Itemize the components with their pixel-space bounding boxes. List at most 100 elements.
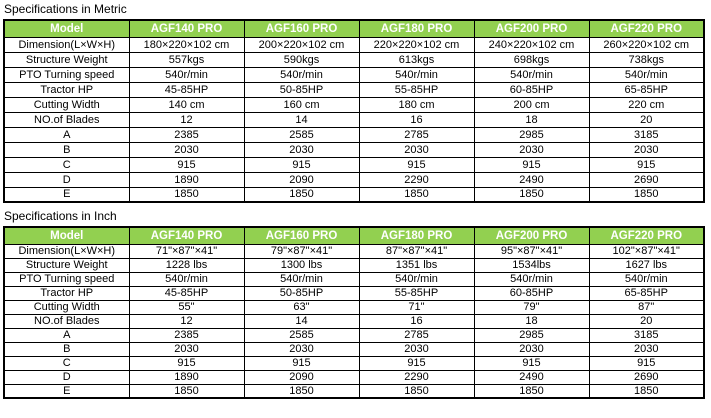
spec-row: D 1890 2090 2290 2490 2690 xyxy=(3,171,705,188)
spec-row: Cutting Width 140 cm 160 cm 180 cm 200 cm 220… xyxy=(3,96,705,113)
spec-label-cell: D xyxy=(3,369,130,385)
spec-value-cell: 2290 xyxy=(358,369,475,385)
spec-value-cell: 200 cm xyxy=(473,96,590,113)
table-header-row: Model AGF140 PRO AGF160 PRO AGF180 PRO AGF20… xyxy=(3,226,705,245)
spec-value-cell: 540r/min xyxy=(128,271,245,287)
spec-value-cell: 613kgs xyxy=(358,51,475,68)
spec-value-cell: 12 xyxy=(128,111,245,128)
spec-value-cell: 1850 xyxy=(243,383,360,399)
spec-label-cell: A xyxy=(3,126,130,143)
spec-value-cell: 16 xyxy=(358,111,475,128)
spec-value-cell: 2785 xyxy=(358,327,475,343)
spec-value-cell: 87"×87"×41" xyxy=(358,243,475,259)
metric-spec-section: Specifications in Metric Model AGF140 PRO… xyxy=(3,1,708,203)
spec-value-cell: 1850 xyxy=(358,186,475,203)
spec-value-cell: 65-85HP xyxy=(588,285,705,301)
spec-value-cell: 102"×87"×41" xyxy=(588,243,705,259)
spec-value-cell: 1850 xyxy=(588,383,705,399)
spec-row: C 915 915 915 915 915 xyxy=(3,355,705,371)
spec-value-cell: 60-85HP xyxy=(473,285,590,301)
spec-row: PTO Turning speed 540r/min 540r/min 540r/mi… xyxy=(3,66,705,83)
spec-row: A 2385 2585 2785 2985 3185 xyxy=(3,126,705,143)
spec-value-cell: 200×220×102 cm xyxy=(243,36,360,53)
spec-label-cell: A xyxy=(3,327,130,343)
spec-value-cell: 2030 xyxy=(243,141,360,158)
spec-value-cell: 55-85HP xyxy=(358,285,475,301)
spec-value-cell: 2290 xyxy=(358,171,475,188)
spec-row: A 2385 2585 2785 2985 3185 xyxy=(3,327,705,343)
model-name-header-cell: AGF180 PRO xyxy=(358,226,475,245)
spec-row: Cutting Width 55" 63" 71" 79" 87" xyxy=(3,299,705,315)
spec-value-cell: 50-85HP xyxy=(243,285,360,301)
spec-value-cell: 1850 xyxy=(473,186,590,203)
spec-value-cell: 2090 xyxy=(243,171,360,188)
spec-label-cell: E xyxy=(3,186,130,203)
spec-value-cell: 2785 xyxy=(358,126,475,143)
spec-value-cell: 540r/min xyxy=(473,66,590,83)
spec-value-cell: 1850 xyxy=(128,383,245,399)
spec-label-cell: Dimension(L×W×H) xyxy=(3,243,130,259)
spec-value-cell: 87" xyxy=(588,299,705,315)
spec-value-cell: 915 xyxy=(473,156,590,173)
model-name-header-cell: AGF140 PRO xyxy=(128,226,245,245)
spec-value-cell: 45-85HP xyxy=(128,81,245,98)
spec-value-cell: 1300 lbs xyxy=(243,257,360,273)
spec-value-cell: 915 xyxy=(358,355,475,371)
spec-value-cell: 1890 xyxy=(128,369,245,385)
metric-spec-table: Model AGF140 PRO AGF160 PRO AGF180 PRO AGF20… xyxy=(3,19,705,203)
spec-value-cell: 180×220×102 cm xyxy=(128,36,245,53)
spec-value-cell: 71"×87"×41" xyxy=(128,243,245,259)
spec-value-cell: 2490 xyxy=(473,369,590,385)
spec-value-cell: 3185 xyxy=(588,126,705,143)
spec-row: Dimension(L×W×H) 71"×87"×41" 79"×87"×41" 87… xyxy=(3,243,705,259)
spec-value-cell: 2385 xyxy=(128,327,245,343)
inch-spec-section: Specifications in Inch Model AGF140 PRO AG… xyxy=(3,208,708,399)
spec-label-cell: B xyxy=(3,341,130,357)
spec-value-cell: 14 xyxy=(243,313,360,329)
spec-value-cell: 2030 xyxy=(473,141,590,158)
spec-label-cell: Dimension(L×W×H) xyxy=(3,36,130,53)
model-name-header-cell: AGF200 PRO xyxy=(473,19,590,38)
spec-value-cell: 2585 xyxy=(243,126,360,143)
spec-value-cell: 18 xyxy=(473,313,590,329)
spec-value-cell: 1850 xyxy=(243,186,360,203)
spec-label-cell: Cutting Width xyxy=(3,299,130,315)
spec-value-cell: 1627 lbs xyxy=(588,257,705,273)
spec-value-cell: 2030 xyxy=(588,341,705,357)
spec-value-cell: 2030 xyxy=(588,141,705,158)
spec-value-cell: 540r/min xyxy=(358,66,475,83)
spec-value-cell: 2385 xyxy=(128,126,245,143)
spec-value-cell: 60-85HP xyxy=(473,81,590,98)
spec-label-cell: Tractor HP xyxy=(3,285,130,301)
spec-value-cell: 20 xyxy=(588,313,705,329)
spec-value-cell: 79" xyxy=(473,299,590,315)
spec-value-cell: 2030 xyxy=(358,341,475,357)
spec-row: PTO Turning speed 540r/min 540r/min 540r/mi… xyxy=(3,271,705,287)
model-name-header-cell: AGF220 PRO xyxy=(588,19,705,38)
spec-value-cell: 1890 xyxy=(128,171,245,188)
spec-row: E 1850 1850 1850 1850 1850 xyxy=(3,186,705,203)
model-name-header-cell: AGF180 PRO xyxy=(358,19,475,38)
spec-row: Tractor HP 45-85HP 50-85HP 55-85HP 60-85HP 65… xyxy=(3,285,705,301)
spec-label-cell: D xyxy=(3,171,130,188)
spec-value-cell: 540r/min xyxy=(588,66,705,83)
spec-value-cell: 2985 xyxy=(473,327,590,343)
spec-value-cell: 540r/min xyxy=(243,271,360,287)
spec-row: E 1850 1850 1850 1850 1850 xyxy=(3,383,705,399)
spec-label-cell: B xyxy=(3,141,130,158)
spec-label-cell: Cutting Width xyxy=(3,96,130,113)
spec-value-cell: 1850 xyxy=(588,186,705,203)
spec-value-cell: 14 xyxy=(243,111,360,128)
spec-label-cell: PTO Turning speed xyxy=(3,66,130,83)
spec-label-cell: Structure Weight xyxy=(3,257,130,273)
spec-value-cell: 2030 xyxy=(128,341,245,357)
spec-value-cell: 16 xyxy=(358,313,475,329)
spec-value-cell: 915 xyxy=(588,156,705,173)
spec-value-cell: 2090 xyxy=(243,369,360,385)
spec-value-cell: 2690 xyxy=(588,369,705,385)
spec-value-cell: 71" xyxy=(358,299,475,315)
spec-value-cell: 45-85HP xyxy=(128,285,245,301)
spec-value-cell: 557kgs xyxy=(128,51,245,68)
spec-value-cell: 55" xyxy=(128,299,245,315)
spec-value-cell: 738kgs xyxy=(588,51,705,68)
